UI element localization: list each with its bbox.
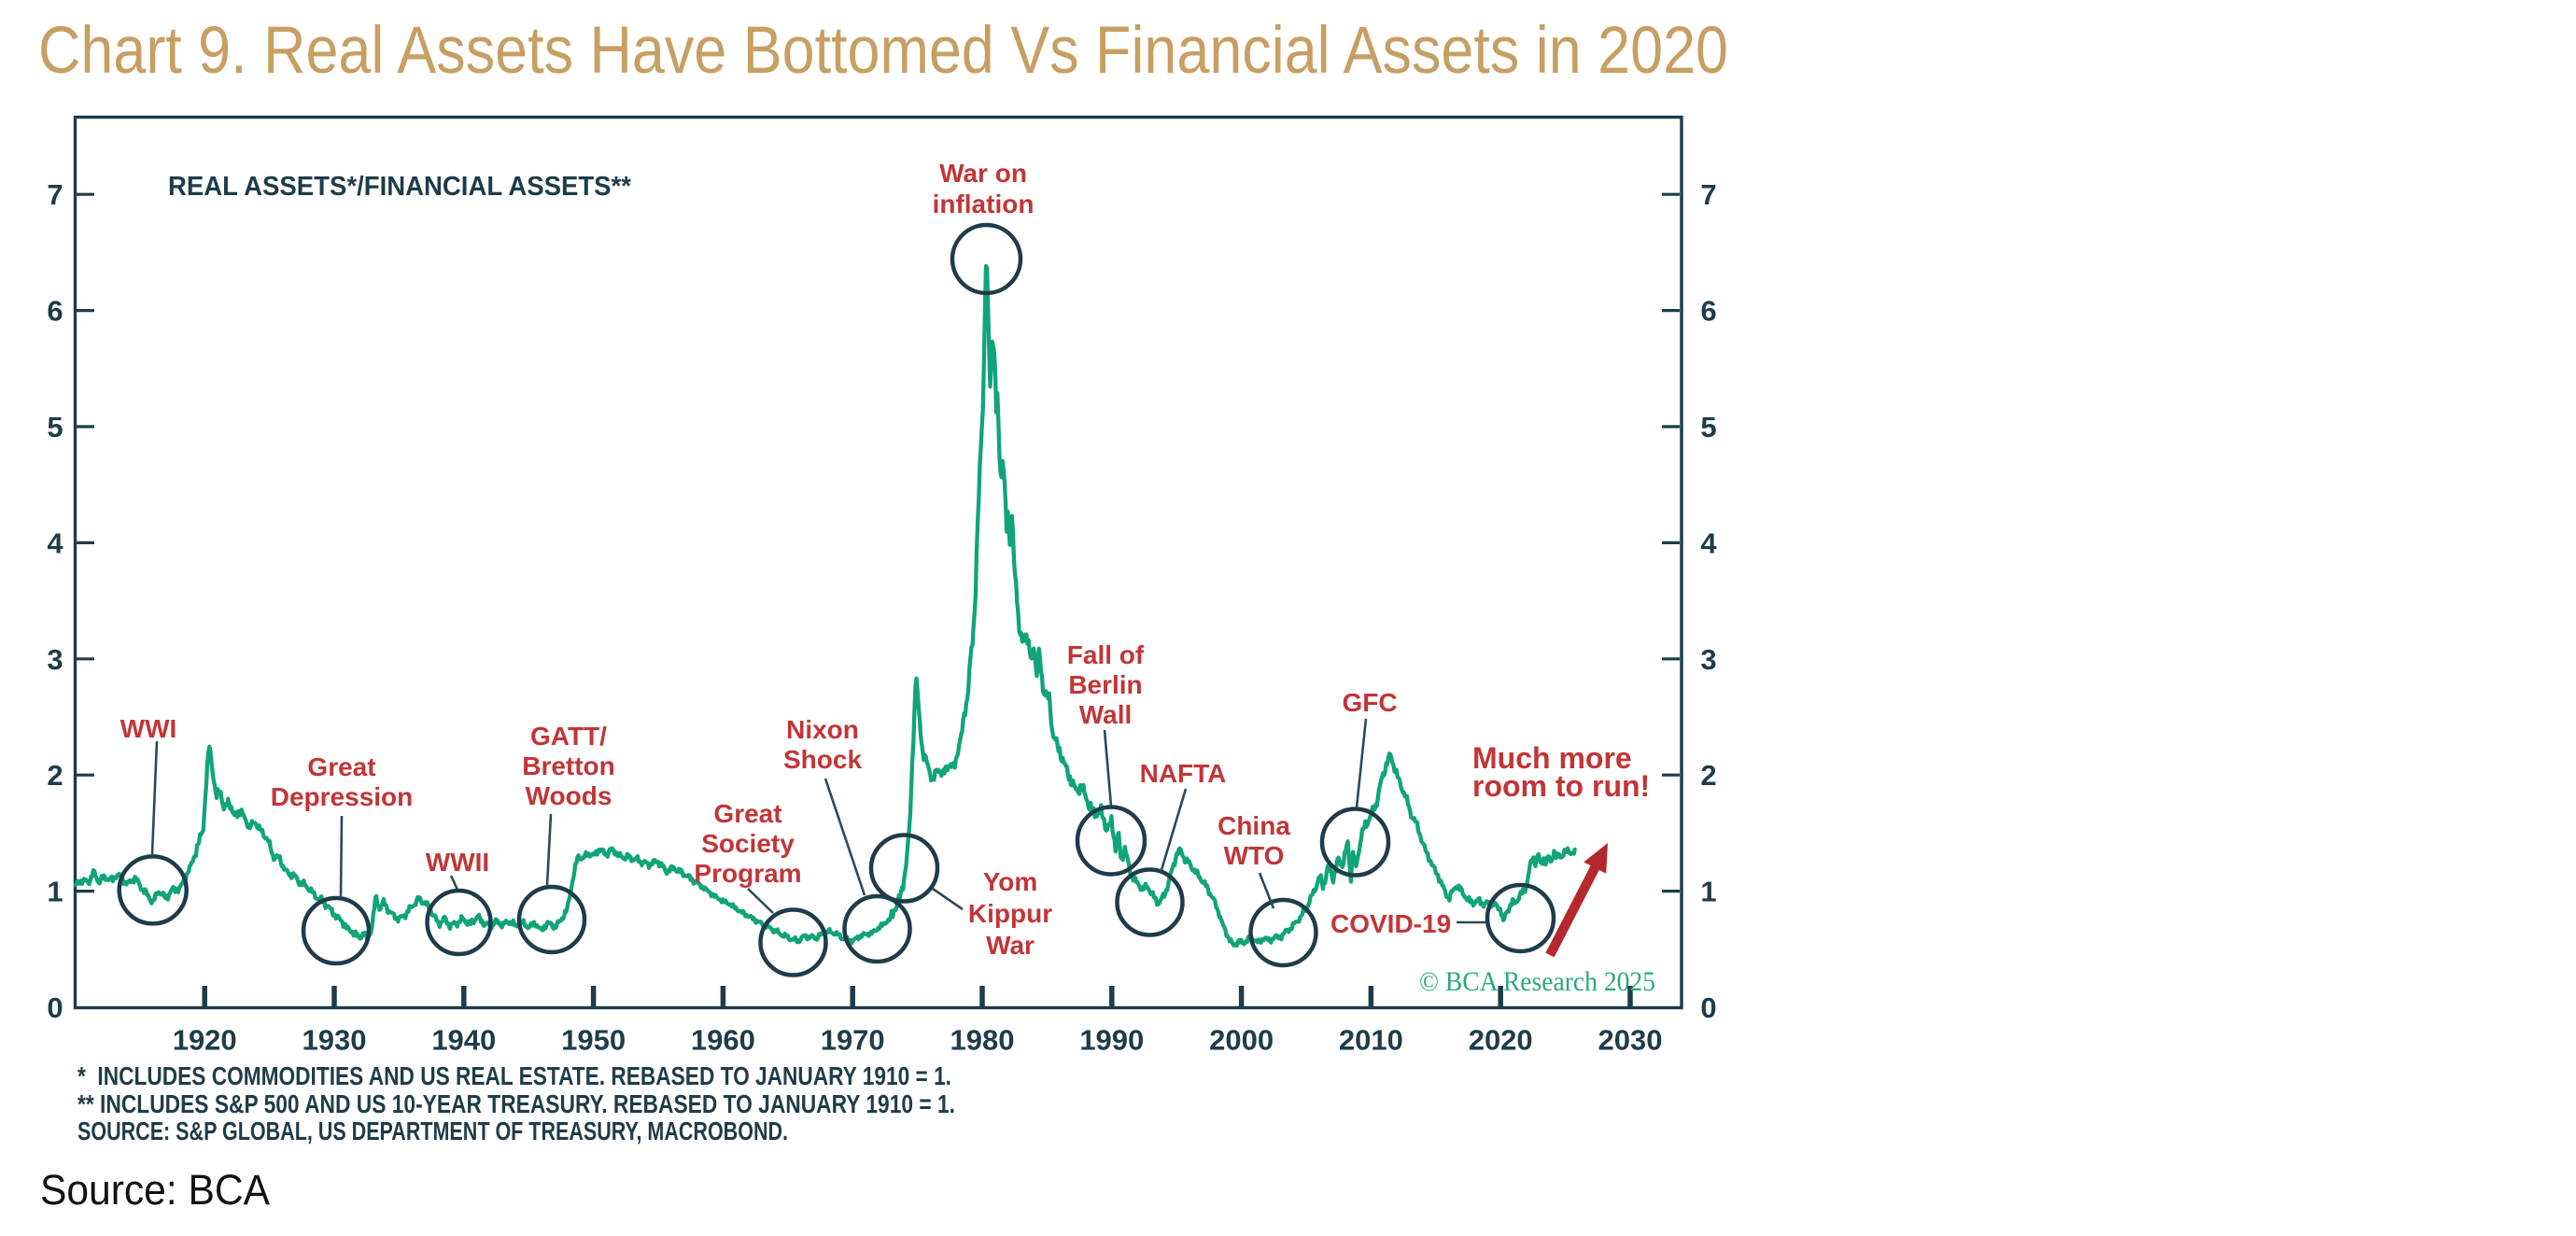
svg-text:1950: 1950 <box>561 1024 626 1057</box>
svg-text:3: 3 <box>1700 643 1716 676</box>
svg-text:Kippur: Kippur <box>968 899 1052 928</box>
svg-text:room to run!: room to run! <box>1472 769 1650 803</box>
svg-text:WWI: WWI <box>120 714 177 743</box>
svg-text:Great: Great <box>307 752 375 781</box>
svg-text:1970: 1970 <box>821 1024 885 1057</box>
svg-text:6: 6 <box>47 295 63 328</box>
svg-text:Source: BCA: Source: BCA <box>40 1166 270 1214</box>
svg-text:1920: 1920 <box>173 1024 237 1057</box>
svg-text:2: 2 <box>1700 759 1716 792</box>
svg-text:1930: 1930 <box>303 1024 367 1057</box>
svg-text:REAL ASSETS*/FINANCIAL ASSETS*: REAL ASSETS*/FINANCIAL ASSETS** <box>168 172 632 202</box>
svg-text:** INCLUDES S&P 500 AND US 10-: ** INCLUDES S&P 500 AND US 10-YEAR TREAS… <box>77 1089 955 1118</box>
svg-text:0: 0 <box>1700 991 1716 1024</box>
svg-text:7: 7 <box>1700 178 1716 211</box>
svg-text:1980: 1980 <box>950 1024 1015 1057</box>
svg-text:Program: Program <box>694 859 801 888</box>
svg-text:Society: Society <box>701 829 795 858</box>
svg-text:* INCLUDES COMMODITIES AND US: * INCLUDES COMMODITIES AND US REAL ESTAT… <box>77 1061 951 1090</box>
svg-text:Bretton: Bretton <box>522 751 615 780</box>
svg-text:Woods: Woods <box>526 781 612 810</box>
svg-text:War on: War on <box>939 159 1027 188</box>
svg-text:2030: 2030 <box>1598 1024 1663 1057</box>
svg-text:NAFTA: NAFTA <box>1140 759 1227 788</box>
svg-text:Yom: Yom <box>983 867 1038 896</box>
svg-text:Berlin: Berlin <box>1068 670 1142 699</box>
svg-text:6: 6 <box>1700 295 1716 328</box>
svg-text:4: 4 <box>1700 527 1717 559</box>
svg-text:GFC: GFC <box>1342 688 1397 717</box>
svg-text:Much more: Much more <box>1472 741 1632 775</box>
svg-text:1: 1 <box>1700 876 1716 908</box>
svg-text:2: 2 <box>47 759 63 792</box>
svg-text:WWII: WWII <box>426 848 489 877</box>
svg-text:Shock: Shock <box>783 745 862 774</box>
svg-text:Chart 9. Real Assets Have Bott: Chart 9. Real Assets Have Bottomed Vs Fi… <box>38 14 1728 88</box>
svg-text:China: China <box>1218 811 1290 840</box>
svg-text:2010: 2010 <box>1339 1024 1403 1057</box>
svg-text:Fall of: Fall of <box>1067 640 1145 669</box>
svg-text:War: War <box>986 931 1035 960</box>
svg-text:5: 5 <box>47 411 63 443</box>
svg-text:Depression: Depression <box>271 782 414 811</box>
svg-text:1: 1 <box>47 876 63 908</box>
svg-text:5: 5 <box>1700 411 1716 443</box>
svg-text:1990: 1990 <box>1079 1024 1144 1057</box>
svg-text:Nixon: Nixon <box>786 715 859 744</box>
svg-text:1960: 1960 <box>691 1024 755 1057</box>
svg-text:WTO: WTO <box>1224 841 1285 870</box>
svg-text:Great: Great <box>713 799 781 828</box>
svg-text:4: 4 <box>47 527 63 559</box>
svg-text:COVID-19: COVID-19 <box>1330 909 1451 938</box>
svg-text:GATT/: GATT/ <box>530 722 607 751</box>
svg-text:Wall: Wall <box>1079 700 1133 729</box>
svg-text:0: 0 <box>47 991 63 1024</box>
svg-text:1940: 1940 <box>431 1024 496 1057</box>
svg-text:2020: 2020 <box>1469 1024 1533 1057</box>
svg-text:7: 7 <box>47 178 63 211</box>
svg-text:© BCA Research 2025: © BCA Research 2025 <box>1419 966 1655 997</box>
svg-text:SOURCE: S&P GLOBAL, US DEPARTM: SOURCE: S&P GLOBAL, US DEPARTMENT OF TRE… <box>77 1117 788 1145</box>
svg-text:3: 3 <box>47 643 63 676</box>
svg-text:2000: 2000 <box>1209 1024 1274 1057</box>
svg-text:inflation: inflation <box>933 190 1035 218</box>
